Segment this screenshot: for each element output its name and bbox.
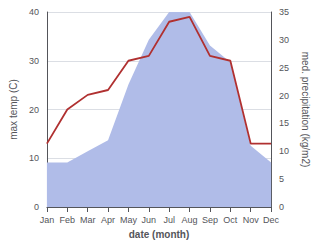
svg-text:Aug: Aug — [182, 215, 198, 225]
svg-text:May: May — [120, 215, 138, 225]
svg-text:Jun: Jun — [142, 215, 157, 225]
svg-text:15: 15 — [279, 118, 289, 128]
svg-text:35: 35 — [279, 7, 289, 17]
svg-text:Nov: Nov — [243, 215, 260, 225]
svg-text:0: 0 — [34, 202, 39, 212]
svg-text:Apr: Apr — [101, 215, 115, 225]
svg-text:20: 20 — [29, 105, 39, 115]
svg-text:Dec: Dec — [263, 215, 280, 225]
svg-text:max temp (C): max temp (C) — [8, 79, 19, 140]
svg-text:Mar: Mar — [80, 215, 96, 225]
svg-text:med. precipitation (kg/m2): med. precipitation (kg/m2) — [300, 52, 311, 168]
svg-text:25: 25 — [279, 63, 289, 73]
svg-text:Sep: Sep — [202, 215, 218, 225]
svg-text:0: 0 — [279, 202, 284, 212]
svg-text:5: 5 — [279, 174, 284, 184]
svg-text:Feb: Feb — [60, 215, 76, 225]
svg-text:date (month): date (month) — [129, 229, 190, 240]
svg-text:30: 30 — [279, 35, 289, 45]
svg-text:Jan: Jan — [40, 215, 55, 225]
svg-text:20: 20 — [279, 91, 289, 101]
svg-text:Jul: Jul — [163, 215, 175, 225]
svg-text:Oct: Oct — [223, 215, 238, 225]
svg-text:40: 40 — [29, 7, 39, 17]
svg-text:10: 10 — [279, 146, 289, 156]
svg-text:10: 10 — [29, 153, 39, 163]
svg-text:30: 30 — [29, 56, 39, 66]
